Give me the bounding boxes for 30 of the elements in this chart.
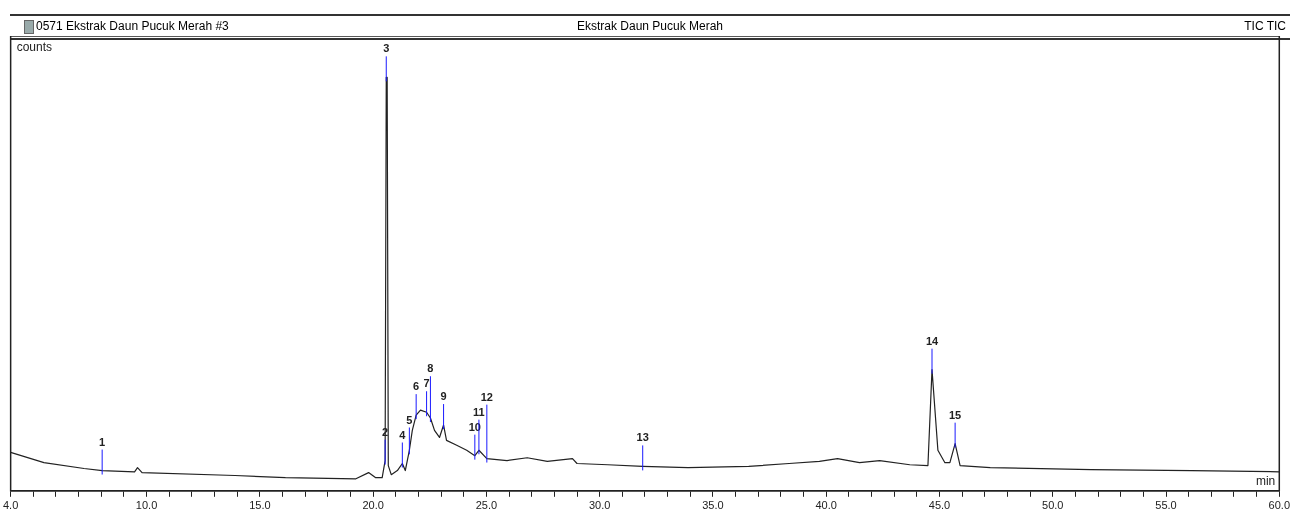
annotation: 14 [925,334,939,347]
x-tick-label: 45.0 [928,499,951,512]
annotation: 1 [99,435,106,448]
x-tick-label: 60.0 [1268,499,1291,512]
annotation: 4 [399,428,407,441]
x-tick-label: 35.0 [702,499,724,512]
annotation: 9 [440,390,447,403]
annotation: 6 [413,380,420,393]
x-tick-label: 40.0 [815,499,837,512]
annotation: 11 [473,405,485,418]
y-axis-title: counts [16,40,53,55]
x-tick-label: 15.0 [249,499,271,512]
annotation: 5 [406,413,413,426]
x-tick-label: 20.0 [362,499,384,512]
annotation: 12 [480,390,493,403]
annotation: 13 [636,431,649,444]
x-tick-label: 10.0 [135,499,158,512]
x-tick-label: 30.0 [588,499,611,512]
annotation: 15 [948,408,962,421]
chart-subtitle: 0571 Ekstrak Daun Pucuk Merah #3 [36,19,229,33]
annotation: 8 [427,362,434,375]
x-axis-title: min [1255,474,1276,489]
x-tick-label: 25.0 [475,499,498,512]
annotation: 7 [423,377,430,390]
chart-title: Ekstrak Daun Pucuk Merah [576,19,724,33]
annotation: 3 [383,42,390,55]
text: TIC TIC [1244,19,1286,33]
x-tick-label: 4.0 [3,499,19,512]
x-tick-label: 55.0 [1155,499,1177,512]
x-tick-label: 50.0 [1042,499,1064,512]
